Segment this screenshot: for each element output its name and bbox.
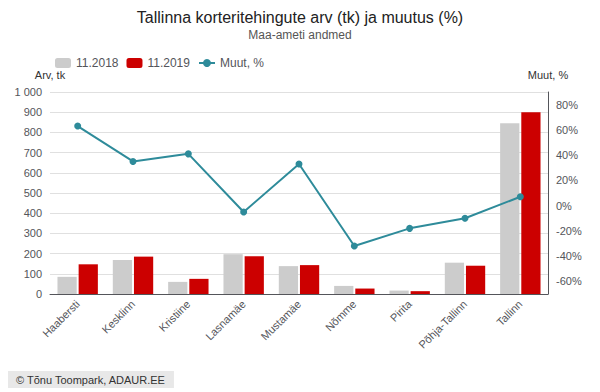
svg-text:60%: 60%	[556, 124, 578, 136]
svg-text:200: 200	[24, 248, 42, 260]
svg-text:Arv, tk: Arv, tk	[35, 69, 66, 81]
svg-text:400: 400	[24, 207, 42, 219]
svg-text:Lasnamäe: Lasnamäe	[203, 298, 248, 343]
svg-text:700: 700	[24, 147, 42, 159]
svg-text:Tallinn: Tallinn	[494, 298, 525, 329]
svg-text:© Tõnu Toompark, ADAUR.EE: © Tõnu Toompark, ADAUR.EE	[16, 374, 165, 386]
svg-text:Kesklinn: Kesklinn	[99, 298, 137, 336]
svg-text:0: 0	[36, 288, 42, 300]
svg-text:0%: 0%	[556, 200, 572, 212]
svg-text:11.2018: 11.2018	[76, 56, 119, 70]
svg-text:800: 800	[24, 126, 42, 138]
svg-text:Põhja-Tallinn: Põhja-Tallinn	[416, 298, 469, 351]
svg-text:80%: 80%	[556, 99, 578, 111]
svg-text:Tallinna korteritehingute arv: Tallinna korteritehingute arv (tk) ja mu…	[137, 9, 463, 26]
svg-text:Haabersti: Haabersti	[40, 298, 82, 340]
svg-text:900: 900	[24, 106, 42, 118]
svg-text:Nõmme: Nõmme	[323, 298, 359, 334]
svg-text:Maa-ameti andmed: Maa-ameti andmed	[248, 28, 351, 42]
svg-text:Muut, %: Muut, %	[528, 69, 569, 81]
svg-text:500: 500	[24, 187, 42, 199]
svg-text:Kristiine: Kristiine	[156, 298, 192, 334]
svg-text:-40%: -40%	[556, 250, 582, 262]
svg-text:300: 300	[24, 227, 42, 239]
svg-text:Pirita: Pirita	[388, 297, 415, 324]
svg-text:100: 100	[24, 268, 42, 280]
svg-text:20%: 20%	[556, 174, 578, 186]
svg-text:Muut, %: Muut, %	[220, 56, 264, 70]
svg-text:Mustamäe: Mustamäe	[258, 298, 303, 343]
svg-text:-20%: -20%	[556, 225, 582, 237]
svg-text:600: 600	[24, 167, 42, 179]
svg-text:1 000: 1 000	[14, 86, 42, 98]
svg-text:11.2019: 11.2019	[147, 56, 190, 70]
svg-text:-60%: -60%	[556, 275, 582, 287]
svg-text:40%: 40%	[556, 149, 578, 161]
